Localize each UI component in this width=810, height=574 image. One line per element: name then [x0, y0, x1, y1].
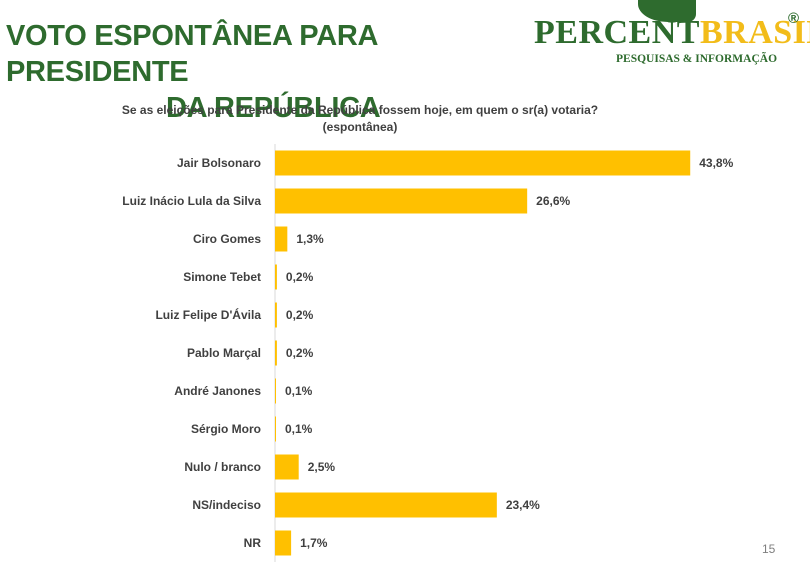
data-label: 0,2%: [286, 270, 314, 284]
bar: [275, 416, 276, 442]
bar: [275, 340, 277, 366]
chart-subtitle: (espontânea): [322, 120, 398, 134]
bar: [275, 302, 277, 328]
category-label: Pablo Marçal: [187, 346, 261, 360]
percentbrasil-logo: PERCENTBRASIL ® PESQUISAS & INFORMAÇÃO: [530, 0, 810, 70]
bar: [275, 226, 288, 252]
bar: [275, 264, 277, 290]
category-label: Sérgio Moro: [191, 422, 261, 436]
category-label: Luiz Felipe D'Ávila: [155, 307, 261, 322]
data-label: 1,3%: [296, 232, 324, 246]
logo-wordmark: PERCENTBRASIL: [534, 14, 810, 52]
logo-word-brasil: BRASIL: [699, 14, 810, 51]
data-label: 26,6%: [536, 194, 570, 208]
bar: [275, 188, 528, 214]
bar: [275, 454, 299, 480]
data-label: 0,2%: [286, 308, 314, 322]
category-label: Jair Bolsonaro: [177, 156, 261, 170]
data-label: 43,8%: [699, 156, 733, 170]
logo-tagline: PESQUISAS & INFORMAÇÃO: [616, 53, 778, 65]
page-title: VOTO ESPONTÂNEA PARA PRESIDENTE DA REPÚB…: [6, 18, 566, 126]
category-label: NR: [244, 536, 262, 550]
data-label: 23,4%: [506, 498, 540, 512]
logo-word-percent: PERCENT: [534, 14, 700, 51]
category-label: Nulo / branco: [184, 460, 261, 474]
data-label: 0,2%: [286, 346, 314, 360]
bar: [275, 530, 292, 556]
data-label: 0,1%: [285, 384, 313, 398]
data-label: 2,5%: [308, 460, 336, 474]
title-line-1: VOTO ESPONTÂNEA PARA PRESIDENTE: [6, 20, 378, 88]
chart-question: Se as eleições para Presidente da Repúbl…: [121, 103, 599, 117]
category-label: André Janones: [174, 384, 261, 398]
category-label: Simone Tebet: [183, 270, 261, 284]
title-line-2: DA REPÚBLICA: [166, 92, 381, 124]
bar: [275, 378, 276, 404]
category-label: NS/indeciso: [192, 498, 261, 512]
category-label: Ciro Gomes: [193, 232, 261, 246]
data-label: 1,7%: [300, 536, 328, 550]
data-label: 0,1%: [285, 422, 313, 436]
registered-mark: ®: [788, 10, 800, 27]
page-number: 15: [762, 542, 776, 556]
category-label: Luiz Inácio Lula da Silva: [122, 194, 261, 208]
bar: [275, 150, 691, 176]
bar: [275, 492, 497, 518]
logo-flag-shape: [638, 0, 696, 22]
